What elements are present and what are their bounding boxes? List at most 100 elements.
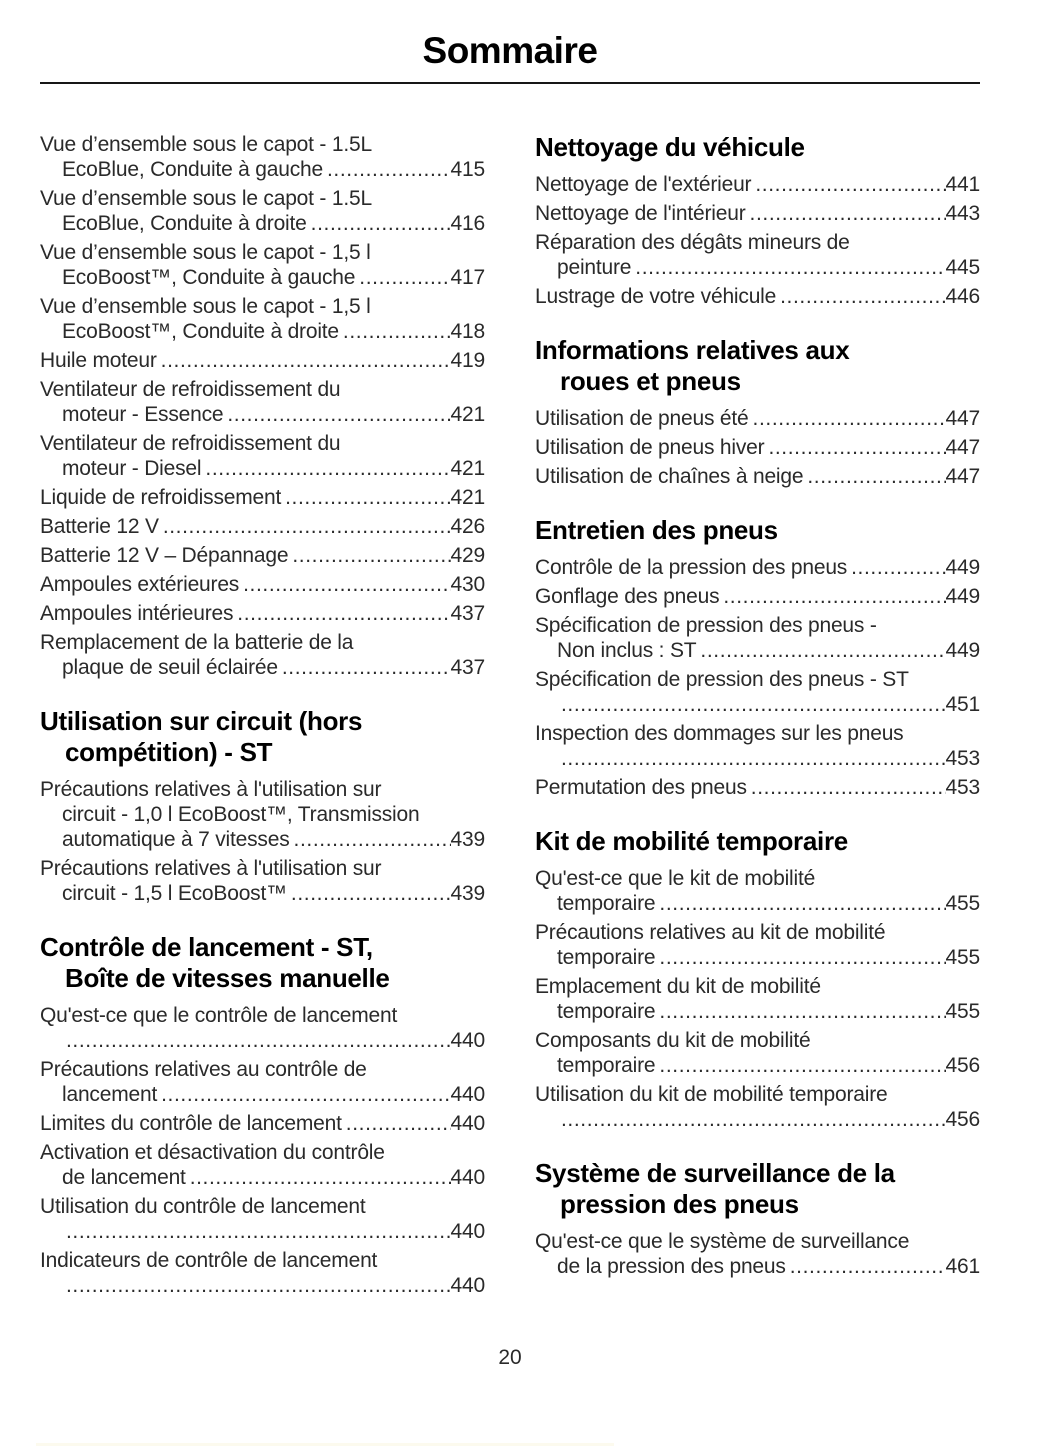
dot-leader: [659, 891, 945, 916]
toc-section: Contrôle de lancement - ST, Boîte de vite…: [40, 932, 485, 1298]
toc-entry-page-number: 437: [450, 602, 486, 625]
toc-entry-page-number: 418: [450, 320, 486, 343]
toc-entry: Activation et désactivation du contrôle d…: [40, 1140, 485, 1190]
toc-entry-page-number: 426: [450, 515, 486, 538]
toc-entry-lastline: circuit - 1,5 l EcoBoost™ 439: [40, 881, 485, 906]
toc-entry-lastline: temporaire 455: [535, 891, 980, 916]
toc-entry-lastline: Ampoules intérieures 437: [40, 601, 485, 626]
toc-entry-page-number: 421: [450, 457, 486, 480]
toc-entry-page-number: 447: [945, 407, 981, 430]
toc-columns: Vue d’ensemble sous le capot - 1.5L EcoBl…: [40, 132, 980, 1302]
toc-entry-line: Spécification de pression des pneus -: [535, 614, 877, 637]
toc-entry: Liquide de refroidissement 421: [40, 485, 485, 510]
toc-entry: Nettoyage de l'extérieur 441: [535, 172, 980, 197]
dot-leader: [753, 406, 946, 431]
dot-leader: [751, 775, 946, 800]
toc-entry-page-number: 455: [945, 946, 981, 969]
toc-section: Kit de mobilité temporaire Qu'est-ce que …: [535, 826, 980, 1132]
toc-entry-text: Gonflage des pneus: [535, 585, 720, 608]
toc-entry-page-number: 440: [450, 1083, 486, 1106]
section-heading: Nettoyage du véhicule: [535, 132, 980, 163]
dot-leader: [66, 1219, 451, 1244]
toc-entry-text: Permutation des pneus: [535, 776, 747, 799]
toc-entry: Réparation des dégâts mineurs de peinture…: [535, 230, 980, 280]
toc-entry-lastline: 440: [40, 1028, 486, 1053]
dot-leader: [659, 945, 945, 970]
toc-entry: Nettoyage de l'intérieur 443: [535, 201, 980, 226]
toc-section: Utilisation sur circuit (hors compétition…: [40, 706, 485, 906]
toc-entry: Vue d’ensemble sous le capot - 1,5 l EcoB…: [40, 294, 485, 344]
toc-entry-page-number: 440: [450, 1274, 486, 1297]
toc-entry: Précautions relatives au contrôle de lanc…: [40, 1057, 485, 1107]
dot-leader: [346, 1111, 451, 1136]
toc-entry-lastline: Permutation des pneus 453: [535, 775, 980, 800]
toc-entry-lastline: Nettoyage de l'extérieur 441: [535, 172, 980, 197]
toc-entry-lastline: Contrôle de la pression des pneus 449: [535, 555, 980, 580]
toc-entry-lastline: temporaire 455: [535, 999, 980, 1024]
dot-leader: [755, 172, 945, 197]
toc-entry-text: Utilisation de pneus hiver: [535, 436, 765, 459]
toc-entry-lastline: Non inclus : ST 449: [535, 638, 980, 663]
toc-entry-lastline: Utilisation de chaînes à neige 447: [535, 464, 980, 489]
toc-entry-lastline: Gonflage des pneus 449: [535, 584, 980, 609]
toc-entry-lastline: EcoBlue, Conduite à gauche 415: [40, 157, 485, 182]
dot-leader: [237, 601, 450, 626]
dot-leader: [243, 572, 450, 597]
toc-entry-lastline: EcoBoost™, Conduite à droite 418: [40, 319, 485, 344]
toc-entry: Permutation des pneus 453: [535, 775, 980, 800]
toc-entry-text: temporaire: [557, 1000, 656, 1023]
toc-entry-page-number: 421: [450, 486, 486, 509]
toc-entry-page-number: 456: [945, 1054, 981, 1077]
toc-section: Informations relatives aux roues et pneus…: [535, 335, 980, 489]
toc-entry-page-number: 449: [945, 585, 981, 608]
toc-entry-page-number: 461: [945, 1255, 981, 1278]
toc-entry: Batterie 12 V 426: [40, 514, 485, 539]
toc-entry-line: Emplacement du kit de mobilité: [535, 975, 821, 998]
toc-entry-text: Ampoules intérieures: [40, 602, 234, 625]
toc-entry-page-number: 415: [450, 158, 486, 181]
dot-leader: [790, 1254, 946, 1279]
dot-leader: [807, 464, 945, 489]
toc-entry: Qu'est-ce que le système de surveillance…: [535, 1229, 980, 1279]
toc-entry: Vue d’ensemble sous le capot - 1.5L EcoBl…: [40, 132, 485, 182]
toc-entry: Emplacement du kit de mobilité temporaire…: [535, 974, 980, 1024]
toc-entry-text: circuit - 1,5 l EcoBoost™: [62, 882, 287, 905]
toc-entry: Batterie 12 V – Dépannage 429: [40, 543, 485, 568]
toc-entry: Lustrage de votre véhicule 446: [535, 284, 980, 309]
toc-entry: Huile moteur 419: [40, 348, 485, 373]
dot-leader: [205, 456, 450, 481]
dot-leader: [780, 284, 945, 309]
toc-entry-line: Remplacement de la batterie de la: [40, 631, 354, 654]
toc-entry-line: Vue d’ensemble sous le capot - 1.5L: [40, 133, 372, 156]
dot-leader: [227, 402, 450, 427]
toc-section: Nettoyage du véhicule Nettoyage de l'exté…: [535, 132, 980, 309]
toc-entry-line: Utilisation du contrôle de lancement: [40, 1195, 366, 1218]
toc-entry-page-number: 419: [450, 349, 486, 372]
dot-leader: [561, 746, 946, 771]
toc-entry: Limites du contrôle de lancement 440: [40, 1111, 485, 1136]
toc-entry: Inspection des dommages sur les pneus 453: [535, 721, 980, 771]
toc-entry-line: Qu'est-ce que le contrôle de lancement: [40, 1004, 398, 1027]
toc-entry-line: Vue d’ensemble sous le capot - 1,5 l: [40, 295, 371, 318]
section-heading: Système de surveillance de la pression de…: [535, 1158, 980, 1220]
dot-leader: [768, 435, 945, 460]
toc-entry-text: Nettoyage de l'extérieur: [535, 173, 752, 196]
toc-entry-lastline: 451: [535, 692, 981, 717]
toc-entry-line: Ventilateur de refroidissement du: [40, 378, 341, 401]
toc-entry-page-number: 439: [450, 882, 486, 905]
toc-entry-line: Indicateurs de contrôle de lancement: [40, 1249, 378, 1272]
toc-entry-line: Inspection des dommages sur les pneus: [535, 722, 904, 745]
toc-entry-lastline: 440: [40, 1219, 486, 1244]
toc-entry-lastline: Batterie 12 V – Dépannage 429: [40, 543, 485, 568]
toc-entry-page-number: 453: [945, 747, 981, 770]
section-heading-line: Entretien des pneus: [535, 515, 778, 545]
toc-entry-page-number: 443: [945, 202, 981, 225]
dot-leader: [659, 1053, 945, 1078]
toc-entry-page-number: 439: [450, 828, 486, 851]
toc-entry: Ampoules extérieures 430: [40, 572, 485, 597]
toc-entry-page-number: 449: [945, 639, 981, 662]
toc-entry-lastline: moteur - Diesel 421: [40, 456, 485, 481]
toc-entry-page-number: 421: [450, 403, 486, 426]
toc-entry-text: Huile moteur: [40, 349, 157, 372]
toc-entry: Utilisation de pneus hiver 447: [535, 435, 980, 460]
